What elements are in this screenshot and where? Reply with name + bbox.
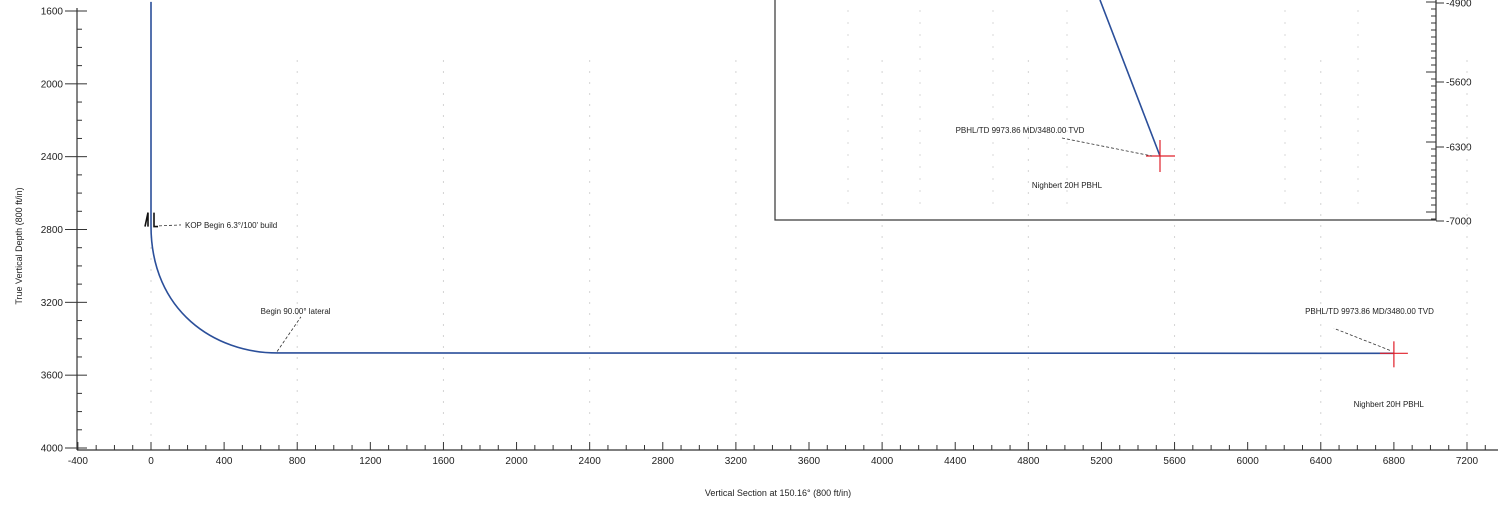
inset-pbhl-label: PBHL/TD 9973.86 MD/3480.00 TVD bbox=[956, 126, 1085, 135]
y-tick-label: 4000 bbox=[41, 444, 64, 455]
inset-tick-label: -6300 bbox=[1446, 143, 1472, 154]
x-tick-label: 6800 bbox=[1383, 456, 1406, 467]
y-tick-label: 3600 bbox=[41, 371, 64, 382]
grid-lines bbox=[150, 60, 1468, 445]
y-axis-title: True Vertical Depth (800 ft/in) bbox=[14, 187, 24, 304]
x-axis-title: Vertical Section at 150.16° (800 ft/in) bbox=[705, 488, 851, 498]
lateral-label: Begin 90.00° lateral bbox=[261, 307, 331, 316]
well-path-line bbox=[150, 1, 1394, 355]
x-tick-label: -400 bbox=[68, 456, 88, 467]
y-tick-label: 1600 bbox=[41, 7, 64, 18]
x-tick-label: 3600 bbox=[798, 456, 821, 467]
inset-tick-label: -5600 bbox=[1446, 78, 1472, 89]
x-tick-label: 400 bbox=[216, 456, 233, 467]
x-tick-label: 5200 bbox=[1090, 456, 1113, 467]
inset-panel: -4900 -5600 -6300 -7000 PBHL/TD 9973.86 MD/3… bbox=[774, 0, 1472, 228]
lateral-leader bbox=[276, 316, 302, 352]
x-tick-label: 800 bbox=[289, 456, 306, 467]
y-tick-label: 3200 bbox=[41, 298, 64, 309]
x-tick-label: 5600 bbox=[1163, 456, 1186, 467]
x-tick-label: 2400 bbox=[579, 456, 602, 467]
annotations: KOP Begin 6.3°/100' build Begin 90.00° la… bbox=[158, 221, 1434, 409]
inset-well-name: Nighbert 20H PBHL bbox=[1032, 181, 1103, 190]
well-name-label: Nighbert 20H PBHL bbox=[1354, 400, 1425, 409]
x-tick-label: 1600 bbox=[432, 456, 455, 467]
x-tick-label: 0 bbox=[148, 456, 154, 467]
inset-frame bbox=[774, 0, 1437, 221]
axes: 1600 2000 2400 2800 3200 3600 4000 -400 0 400 800 1… bbox=[41, 7, 1498, 467]
x-tick-label: 4800 bbox=[1017, 456, 1040, 467]
x-tick-label: 2000 bbox=[505, 456, 528, 467]
inset-tick-label: -4900 bbox=[1446, 0, 1472, 10]
x-tick-label: 4400 bbox=[944, 456, 967, 467]
y-tick-label: 2400 bbox=[41, 152, 64, 163]
pbhl-leader bbox=[1333, 327, 1391, 351]
pbhl-label: PBHL/TD 9973.86 MD/3480.00 TVD bbox=[1305, 307, 1434, 316]
kop-label: KOP Begin 6.3°/100' build bbox=[185, 221, 277, 230]
inset-leader bbox=[1061, 137, 1153, 157]
x-tick-label: 2800 bbox=[652, 456, 675, 467]
kop-marker bbox=[144, 212, 158, 228]
series-layer bbox=[144, 1, 1408, 368]
x-tick-label: 1200 bbox=[359, 456, 382, 467]
y-tick-label: 2800 bbox=[41, 225, 64, 236]
kop-leader bbox=[158, 224, 182, 227]
x-tick-label: 7200 bbox=[1456, 456, 1479, 467]
x-tick-label: 6000 bbox=[1237, 456, 1260, 467]
y-tick-label: 2000 bbox=[41, 79, 64, 90]
x-tick-label: 6400 bbox=[1310, 456, 1333, 467]
inset-tick-label: -7000 bbox=[1446, 217, 1472, 228]
inset-path bbox=[1099, 0, 1161, 157]
x-tick-label: 4000 bbox=[871, 456, 894, 467]
x-tick-label: 3200 bbox=[725, 456, 748, 467]
